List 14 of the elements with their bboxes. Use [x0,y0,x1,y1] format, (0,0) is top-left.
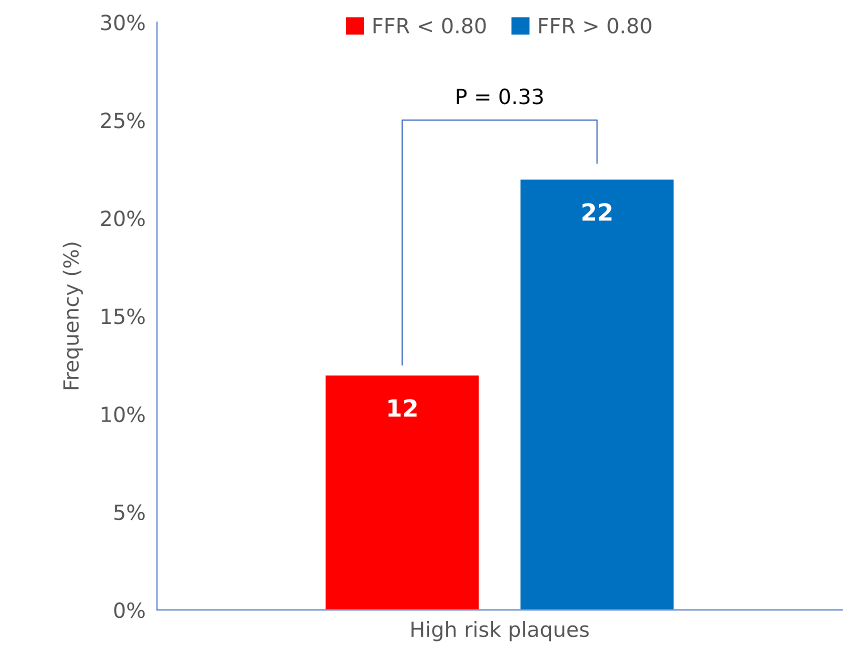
y-tick-label: 10% [102,406,145,422]
legend-label: FFR < 0.80 [374,18,486,34]
y-tick-label: 5% [114,504,145,520]
y-axis-title: Frequency (%) [62,242,83,390]
y-tick-label: 30% [101,14,145,30]
y-tick-label: 15% [102,308,145,324]
data-label: 22 [582,203,612,221]
x-tick-label: High risk plaques [412,621,589,642]
y-tick-label: 20% [101,210,145,226]
annotation: P = 0.33 [456,88,543,104]
legend-label: FFR > 0.80 [539,18,652,34]
data-label: 12 [388,399,417,417]
y-tick-label: 25% [101,112,145,128]
y-tick-label: 0% [114,602,145,618]
